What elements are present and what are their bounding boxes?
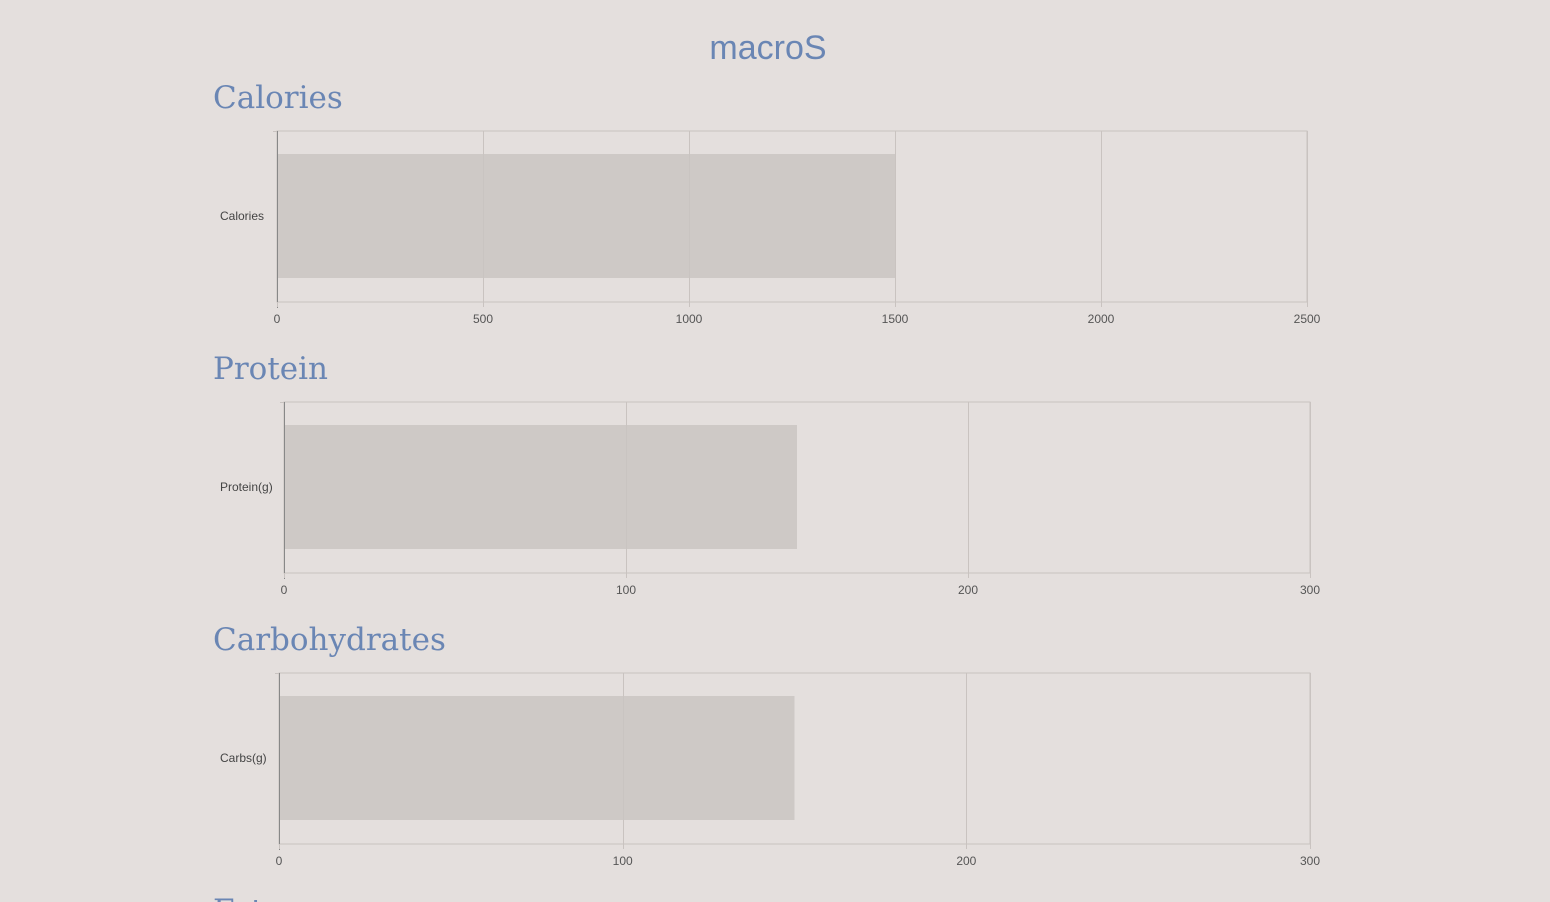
app-title: macroS [709, 29, 827, 67]
bar [284, 425, 797, 549]
x-tick-label: 300 [1300, 583, 1320, 597]
x-tick-label: 0 [281, 583, 288, 597]
category-label: Carbs(g) [220, 751, 267, 765]
carbs-section-title: Carbohydrates [213, 622, 446, 658]
x-tick-label: 100 [616, 583, 636, 597]
category-label: Protein(g) [220, 480, 273, 494]
calories-chart: 0 500 1000 1500 2000 2500 Calories [220, 130, 1321, 326]
protein-section-title: Protein [213, 351, 329, 387]
category-label: Calories [220, 209, 264, 223]
carbs-chart: 0 100 200 300 Carbs(g) [220, 672, 1320, 868]
x-tick-label: 2500 [1294, 312, 1321, 326]
fat-section-title: Fat [213, 892, 263, 902]
x-tick-label: 200 [958, 583, 978, 597]
bar [279, 696, 795, 820]
x-tick-label: 0 [276, 854, 283, 868]
bar [277, 154, 895, 278]
x-tick-label: 2000 [1088, 312, 1115, 326]
x-tick-label: 100 [613, 854, 633, 868]
x-tick-label: 500 [473, 312, 493, 326]
x-tick-label: 200 [956, 854, 976, 868]
x-tick-label: 1500 [882, 312, 909, 326]
calories-section-title: Calories [213, 80, 343, 116]
protein-chart: 0 100 200 300 Protein(g) [220, 401, 1320, 597]
x-tick-label: 1000 [676, 312, 703, 326]
x-tick-label: 300 [1300, 854, 1320, 868]
x-tick-label: 0 [274, 312, 281, 326]
